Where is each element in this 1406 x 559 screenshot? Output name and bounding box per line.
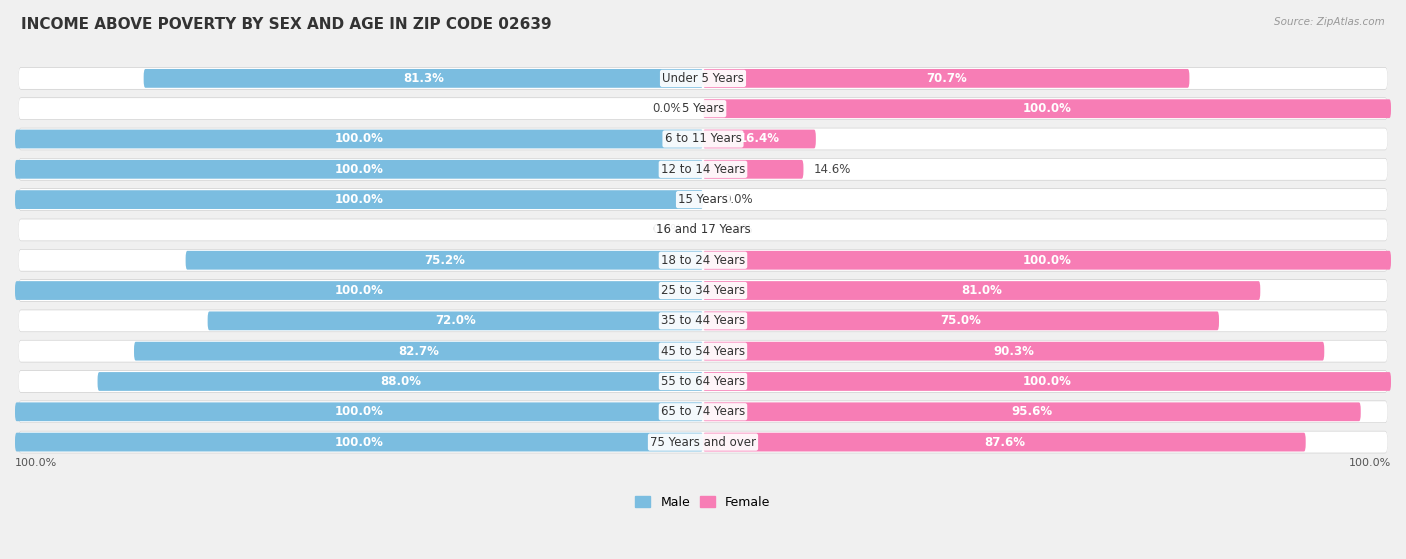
- FancyBboxPatch shape: [18, 250, 1388, 271]
- FancyBboxPatch shape: [18, 128, 1388, 150]
- FancyBboxPatch shape: [18, 97, 1388, 120]
- Text: 14.6%: 14.6%: [814, 163, 851, 176]
- FancyBboxPatch shape: [703, 342, 1324, 361]
- Text: 45 to 54 Years: 45 to 54 Years: [661, 345, 745, 358]
- FancyBboxPatch shape: [18, 432, 1388, 453]
- Text: INCOME ABOVE POVERTY BY SEX AND AGE IN ZIP CODE 02639: INCOME ABOVE POVERTY BY SEX AND AGE IN Z…: [21, 17, 551, 32]
- Text: 95.6%: 95.6%: [1011, 405, 1053, 418]
- Text: 0.0%: 0.0%: [652, 224, 682, 236]
- FancyBboxPatch shape: [18, 401, 1388, 423]
- Text: 81.0%: 81.0%: [962, 284, 1002, 297]
- FancyBboxPatch shape: [18, 340, 1388, 362]
- Text: 75 Years and over: 75 Years and over: [650, 435, 756, 448]
- Text: 100.0%: 100.0%: [15, 458, 58, 468]
- Text: 100.0%: 100.0%: [1022, 375, 1071, 388]
- Text: 65 to 74 Years: 65 to 74 Years: [661, 405, 745, 418]
- FancyBboxPatch shape: [18, 67, 1388, 89]
- FancyBboxPatch shape: [18, 188, 1388, 211]
- Text: 87.6%: 87.6%: [984, 435, 1025, 448]
- FancyBboxPatch shape: [18, 189, 1388, 210]
- FancyBboxPatch shape: [703, 251, 1391, 269]
- FancyBboxPatch shape: [703, 433, 1306, 452]
- FancyBboxPatch shape: [18, 68, 1388, 89]
- Text: 75.2%: 75.2%: [423, 254, 465, 267]
- Text: 88.0%: 88.0%: [380, 375, 420, 388]
- FancyBboxPatch shape: [18, 219, 1388, 241]
- Text: 100.0%: 100.0%: [335, 405, 384, 418]
- FancyBboxPatch shape: [143, 69, 703, 88]
- Text: 100.0%: 100.0%: [335, 193, 384, 206]
- FancyBboxPatch shape: [18, 158, 1388, 181]
- Text: 72.0%: 72.0%: [434, 314, 475, 328]
- Text: 75.0%: 75.0%: [941, 314, 981, 328]
- Text: 100.0%: 100.0%: [1022, 102, 1071, 115]
- FancyBboxPatch shape: [18, 159, 1388, 180]
- FancyBboxPatch shape: [703, 311, 1219, 330]
- Text: 100.0%: 100.0%: [1348, 458, 1391, 468]
- Text: 82.7%: 82.7%: [398, 345, 439, 358]
- FancyBboxPatch shape: [15, 190, 703, 209]
- Text: 6 to 11 Years: 6 to 11 Years: [665, 132, 741, 145]
- FancyBboxPatch shape: [18, 249, 1388, 272]
- FancyBboxPatch shape: [18, 98, 1388, 119]
- Text: 90.3%: 90.3%: [993, 345, 1033, 358]
- FancyBboxPatch shape: [18, 280, 1388, 302]
- Text: 25 to 34 Years: 25 to 34 Years: [661, 284, 745, 297]
- FancyBboxPatch shape: [703, 130, 815, 148]
- FancyBboxPatch shape: [15, 130, 703, 148]
- FancyBboxPatch shape: [703, 160, 803, 179]
- Text: Source: ZipAtlas.com: Source: ZipAtlas.com: [1274, 17, 1385, 27]
- Text: 16 and 17 Years: 16 and 17 Years: [655, 224, 751, 236]
- FancyBboxPatch shape: [18, 370, 1388, 392]
- FancyBboxPatch shape: [15, 160, 703, 179]
- FancyBboxPatch shape: [703, 372, 1391, 391]
- FancyBboxPatch shape: [18, 401, 1388, 423]
- Text: 5 Years: 5 Years: [682, 102, 724, 115]
- Text: 100.0%: 100.0%: [335, 284, 384, 297]
- FancyBboxPatch shape: [18, 340, 1388, 362]
- Text: 100.0%: 100.0%: [335, 132, 384, 145]
- FancyBboxPatch shape: [134, 342, 703, 361]
- Text: 55 to 64 Years: 55 to 64 Years: [661, 375, 745, 388]
- FancyBboxPatch shape: [18, 310, 1388, 331]
- FancyBboxPatch shape: [18, 431, 1388, 453]
- Text: 0.0%: 0.0%: [724, 193, 754, 206]
- Text: 18 to 24 Years: 18 to 24 Years: [661, 254, 745, 267]
- FancyBboxPatch shape: [186, 251, 703, 269]
- Text: Under 5 Years: Under 5 Years: [662, 72, 744, 85]
- FancyBboxPatch shape: [97, 372, 703, 391]
- FancyBboxPatch shape: [18, 129, 1388, 150]
- Text: 81.3%: 81.3%: [404, 72, 444, 85]
- Text: 70.7%: 70.7%: [925, 72, 966, 85]
- Text: 100.0%: 100.0%: [1022, 254, 1071, 267]
- Text: 0.0%: 0.0%: [724, 224, 754, 236]
- FancyBboxPatch shape: [18, 371, 1388, 392]
- FancyBboxPatch shape: [15, 402, 703, 421]
- FancyBboxPatch shape: [18, 310, 1388, 332]
- FancyBboxPatch shape: [18, 219, 1388, 240]
- Legend: Male, Female: Male, Female: [630, 491, 776, 514]
- Text: 35 to 44 Years: 35 to 44 Years: [661, 314, 745, 328]
- Text: 0.0%: 0.0%: [652, 102, 682, 115]
- FancyBboxPatch shape: [15, 433, 703, 452]
- FancyBboxPatch shape: [703, 281, 1260, 300]
- Text: 16.4%: 16.4%: [740, 132, 780, 145]
- Text: 100.0%: 100.0%: [335, 435, 384, 448]
- Text: 12 to 14 Years: 12 to 14 Years: [661, 163, 745, 176]
- FancyBboxPatch shape: [208, 311, 703, 330]
- FancyBboxPatch shape: [15, 281, 703, 300]
- FancyBboxPatch shape: [703, 402, 1361, 421]
- Text: 100.0%: 100.0%: [335, 163, 384, 176]
- FancyBboxPatch shape: [18, 280, 1388, 301]
- FancyBboxPatch shape: [703, 100, 1391, 118]
- FancyBboxPatch shape: [703, 69, 1189, 88]
- Text: 15 Years: 15 Years: [678, 193, 728, 206]
